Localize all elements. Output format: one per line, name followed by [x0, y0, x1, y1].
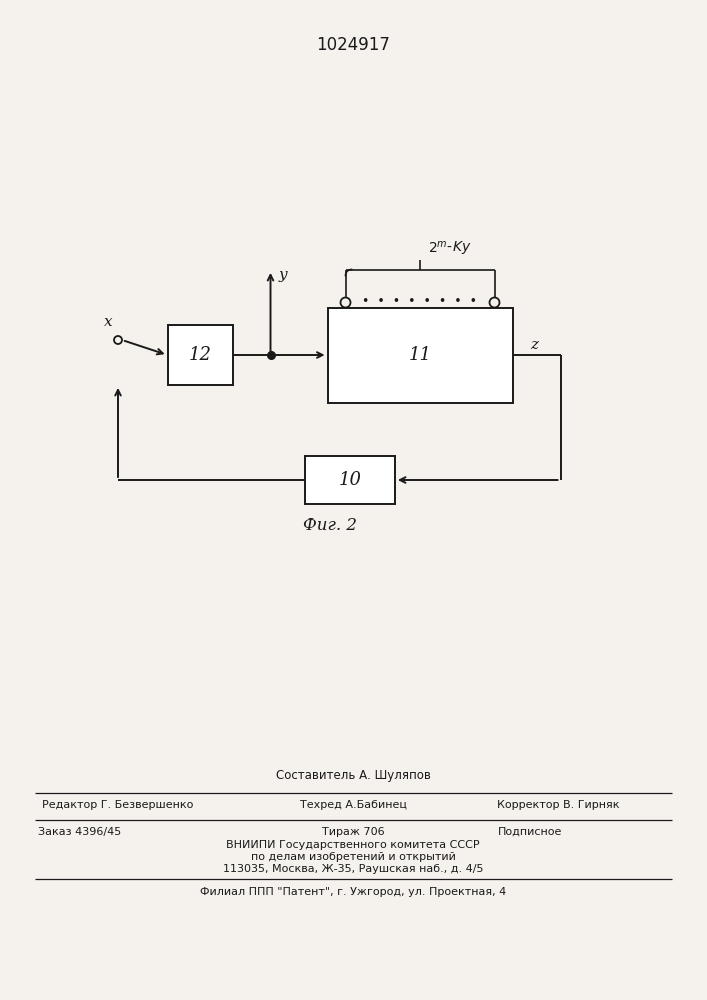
Text: Составитель А. Шуляпов: Составитель А. Шуляпов — [276, 768, 431, 782]
Text: 10: 10 — [339, 471, 361, 489]
Text: y: y — [279, 268, 287, 282]
FancyBboxPatch shape — [327, 308, 513, 402]
Text: x: x — [104, 315, 112, 329]
Text: $2^m$: $2^m$ — [428, 239, 448, 255]
FancyBboxPatch shape — [305, 456, 395, 504]
Text: 11: 11 — [409, 346, 431, 364]
Text: -: - — [446, 240, 451, 254]
Text: z: z — [530, 338, 539, 352]
Text: Техред А.Бабинец: Техред А.Бабинец — [300, 800, 407, 810]
Text: $\mathit{Ky}$: $\mathit{Ky}$ — [452, 239, 472, 256]
Text: по делам изобретений и открытий: по делам изобретений и открытий — [250, 852, 455, 862]
Text: Подписное: Подписное — [498, 827, 562, 837]
Text: ВНИИПИ Государственного комитета СССР: ВНИИПИ Государственного комитета СССР — [226, 840, 480, 850]
Text: 1024917: 1024917 — [316, 36, 390, 54]
Text: Редактор Г. Безвершенко: Редактор Г. Безвершенко — [42, 800, 194, 810]
Text: Заказ 4396/45: Заказ 4396/45 — [38, 827, 122, 837]
FancyBboxPatch shape — [168, 325, 233, 385]
Text: Фиг. 2: Фиг. 2 — [303, 516, 357, 534]
Text: Тираж 706: Тираж 706 — [322, 827, 385, 837]
Text: Корректор В. Гирняк: Корректор В. Гирняк — [497, 800, 619, 810]
Text: 113035, Москва, Ж-35, Раушская наб., д. 4/5: 113035, Москва, Ж-35, Раушская наб., д. … — [223, 864, 484, 874]
Text: 12: 12 — [189, 346, 211, 364]
Text: •  •  •  •  •  •  •  •: • • • • • • • • — [363, 295, 477, 308]
Text: Филиал ППП "Патент", г. Ужгород, ул. Проектная, 4: Филиал ППП "Патент", г. Ужгород, ул. Про… — [200, 887, 506, 897]
